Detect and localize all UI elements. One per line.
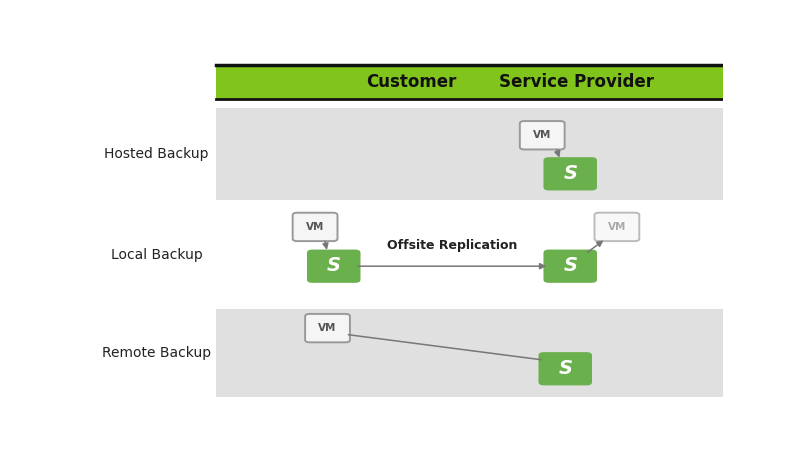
FancyBboxPatch shape <box>543 250 596 283</box>
FancyBboxPatch shape <box>306 250 360 283</box>
Text: VM: VM <box>318 323 336 333</box>
Text: Customer: Customer <box>366 73 456 91</box>
FancyBboxPatch shape <box>538 352 591 385</box>
Text: VM: VM <box>306 222 324 232</box>
FancyBboxPatch shape <box>519 121 564 149</box>
Text: Service Provider: Service Provider <box>498 73 653 91</box>
FancyBboxPatch shape <box>543 157 596 190</box>
FancyBboxPatch shape <box>215 65 722 99</box>
Text: S: S <box>326 256 340 275</box>
FancyBboxPatch shape <box>305 314 350 342</box>
Text: VM: VM <box>607 222 626 232</box>
Text: Local Backup: Local Backup <box>111 248 202 262</box>
FancyBboxPatch shape <box>215 108 722 199</box>
FancyBboxPatch shape <box>292 213 337 241</box>
Text: S: S <box>562 164 577 183</box>
FancyBboxPatch shape <box>215 309 722 397</box>
Text: VM: VM <box>533 130 551 140</box>
Text: S: S <box>557 359 572 378</box>
Text: Offsite Replication: Offsite Replication <box>387 238 516 252</box>
Text: S: S <box>562 256 577 275</box>
Text: Remote Backup: Remote Backup <box>102 346 211 360</box>
Text: Hosted Backup: Hosted Backup <box>104 147 209 161</box>
FancyBboxPatch shape <box>593 213 638 241</box>
